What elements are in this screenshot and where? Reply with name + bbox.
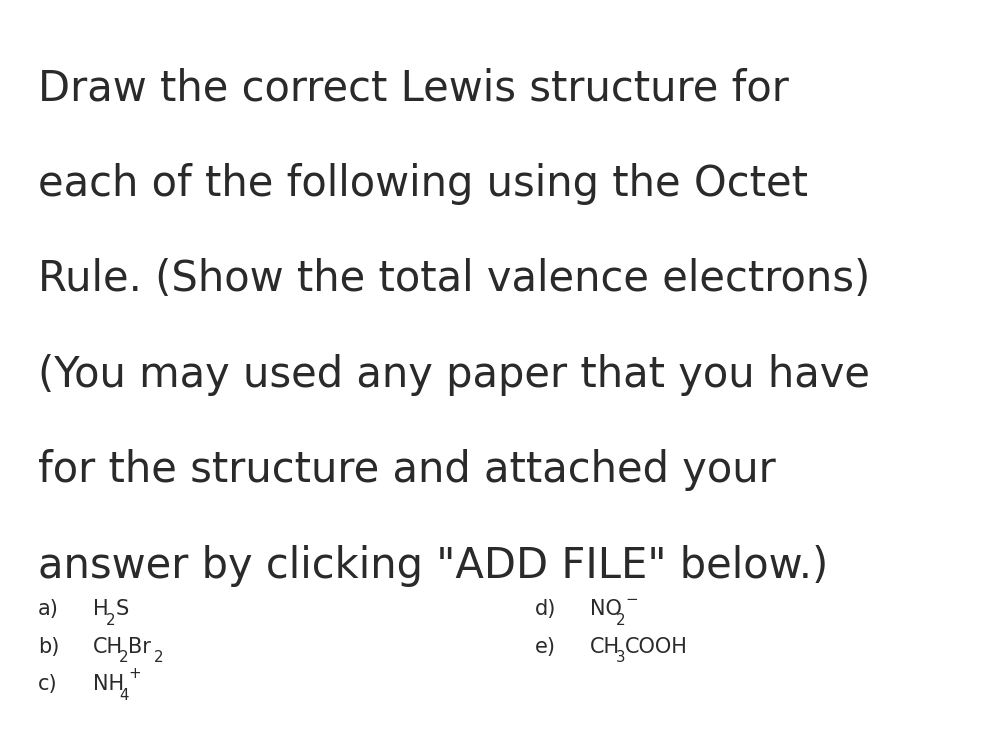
Text: e): e) — [535, 637, 556, 656]
Text: H: H — [93, 600, 109, 619]
Text: NO: NO — [590, 600, 622, 619]
Text: answer by clicking "ADD FILE" below.): answer by clicking "ADD FILE" below.) — [38, 545, 828, 586]
Text: for the structure and attached your: for the structure and attached your — [38, 449, 776, 491]
Text: Rule. (Show the total valence electrons): Rule. (Show the total valence electrons) — [38, 258, 870, 300]
Text: 3: 3 — [616, 651, 625, 665]
Text: −: − — [625, 592, 638, 606]
Text: CH: CH — [590, 637, 620, 656]
Text: COOH: COOH — [625, 637, 688, 656]
Text: S: S — [115, 600, 128, 619]
Text: 4: 4 — [119, 688, 128, 703]
Text: c): c) — [38, 674, 58, 694]
Text: CH: CH — [93, 637, 123, 656]
Text: a): a) — [38, 600, 59, 619]
Text: 2: 2 — [154, 651, 164, 665]
Text: each of the following using the Octet: each of the following using the Octet — [38, 163, 808, 204]
Text: 2: 2 — [106, 613, 116, 628]
Text: 2: 2 — [119, 651, 128, 665]
Text: NH: NH — [93, 674, 124, 694]
Text: d): d) — [535, 600, 556, 619]
Text: (You may used any paper that you have: (You may used any paper that you have — [38, 354, 870, 395]
Text: b): b) — [38, 637, 59, 656]
Text: Br: Br — [128, 637, 151, 656]
Text: 2: 2 — [616, 613, 625, 628]
Text: Draw the correct Lewis structure for: Draw the correct Lewis structure for — [38, 67, 789, 109]
Text: +: + — [128, 666, 141, 681]
